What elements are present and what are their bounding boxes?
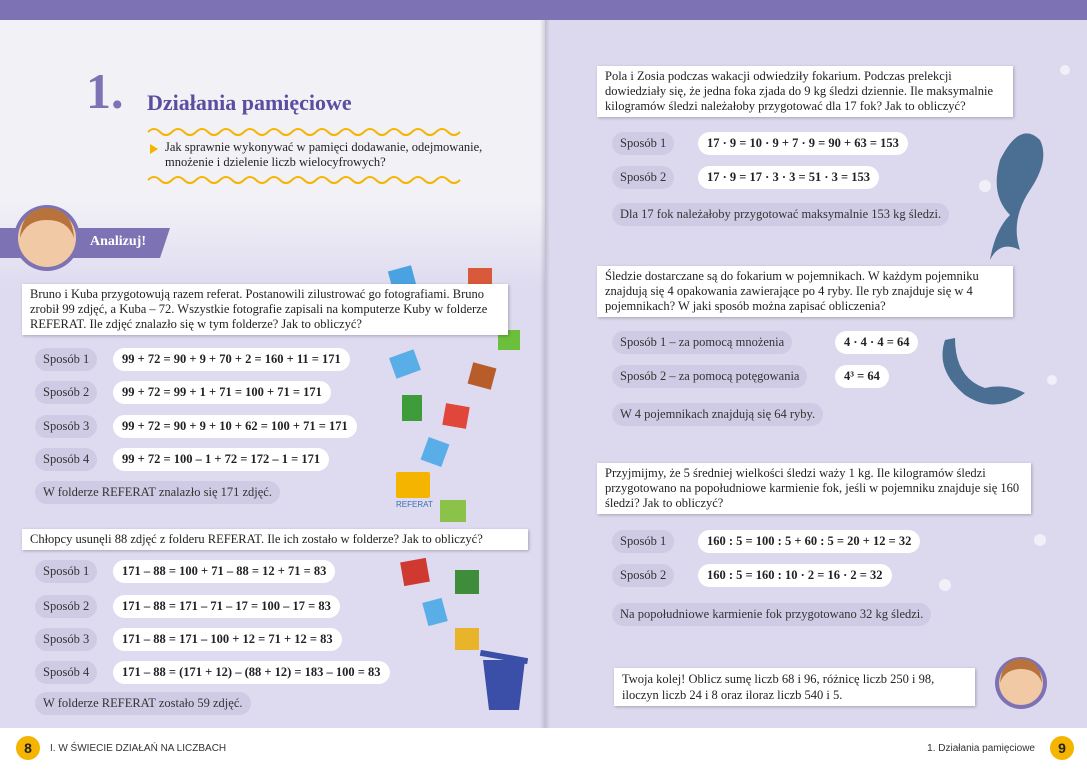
method-label: Sposób 1: [612, 132, 675, 155]
photo-icon: [389, 349, 421, 379]
seal: [942, 338, 1025, 405]
page-number: 8: [16, 736, 40, 760]
wave: [147, 128, 461, 136]
method-label: Sposób 1: [612, 530, 675, 553]
trash-icon: [483, 660, 525, 710]
task-question: Przyjmijmy, że 5 średniej wielkości śled…: [597, 463, 1031, 514]
method-label: Sposób 3: [35, 415, 98, 438]
chapter-title: Działania pamięciowe: [147, 90, 352, 115]
method-expression: 171 – 88 = 171 – 100 + 12 = 71 + 12 = 83: [113, 628, 342, 651]
photo-icon: [420, 436, 450, 468]
photo-icon: [402, 395, 422, 421]
photo-icon: [400, 557, 430, 587]
task-question: Chłopcy usunęli 88 zdjęć z folderu REFER…: [22, 529, 528, 550]
method-label: Sposób 2: [35, 595, 98, 618]
spine: [540, 20, 550, 778]
avatar: [18, 209, 76, 267]
method-expression: 171 – 88 = (171 + 12) – (88 + 12) = 183 …: [113, 661, 390, 684]
wave: [147, 176, 461, 184]
footer-text: 1. Działania pamięciowe: [927, 743, 1035, 754]
bubble: [1060, 65, 1070, 75]
footer-band: [0, 728, 1087, 778]
photo-icon: [422, 597, 448, 627]
task-question: Bruno i Kuba przygotowują razem referat.…: [22, 284, 508, 335]
method-expression: 160 : 5 = 160 : 10 · 2 = 16 · 2 = 32: [698, 564, 892, 587]
method-expression: 99 + 72 = 100 – 1 + 72 = 172 – 1 = 171: [113, 448, 330, 471]
analyze-label: Analizuj!: [90, 234, 146, 249]
task-answer: W folderze REFERAT znalazło się 171 zdję…: [35, 481, 280, 504]
bubble: [979, 180, 991, 192]
photo-icon: [455, 570, 479, 594]
method-expression: 4³ = 64: [835, 365, 889, 388]
folder-label: REFERAT: [396, 500, 433, 509]
method-label: Sposób 1 – za pomocą mnożenia: [612, 331, 793, 354]
folder-icon: [396, 472, 430, 498]
method-label: Sposób 3: [35, 628, 98, 651]
method-expression: 99 + 72 = 90 + 9 + 10 + 62 = 100 + 71 = …: [113, 415, 357, 438]
photo-icon: [442, 403, 470, 429]
photo-icon: [467, 362, 497, 390]
method-expression: 160 : 5 = 100 : 5 + 60 : 5 = 20 + 12 = 3…: [698, 530, 921, 553]
bubble: [1034, 534, 1046, 546]
task-answer: Dla 17 fok należałoby przygotować maksym…: [612, 203, 950, 226]
method-expression: 17 · 9 = 10 · 9 + 7 · 9 = 90 + 63 = 153: [698, 132, 908, 155]
method-label: Sposób 2: [35, 381, 98, 404]
hair: [1000, 659, 1042, 683]
method-expression: 17 · 9 = 17 · 3 · 3 = 51 · 3 = 153: [698, 166, 880, 189]
your-turn: Twoja kolej! Oblicz sumę liczb 68 i 96, …: [614, 668, 975, 706]
method-label: Sposób 1: [35, 560, 98, 583]
subtitle: Jak sprawnie wykonywać w pamięci dodawan…: [165, 140, 483, 169]
method-label: Sposób 2: [612, 564, 675, 587]
photo-icon: [468, 268, 492, 288]
chapter-number: 1.: [86, 63, 124, 119]
method-label: Sposób 2 – za pomocą potęgowania: [612, 365, 808, 388]
top-band: [0, 0, 1087, 20]
avatar: [999, 661, 1043, 705]
task-answer: Na popołudniowe karmienie fok przygotowa…: [612, 603, 932, 626]
footer-text: I. W ŚWIECIE DZIAŁAŃ NA LICZBACH: [50, 743, 227, 754]
method-label: Sposób 4: [35, 661, 98, 684]
bubble: [939, 579, 951, 591]
photo-icon: [440, 500, 466, 522]
method-label: Sposób 1: [35, 348, 98, 371]
seal: [990, 133, 1044, 260]
task-question: Pola i Zosia podczas wakacji odwiedziły …: [597, 66, 1013, 117]
method-expression: 171 – 88 = 171 – 71 – 17 = 100 – 17 = 83: [113, 595, 340, 618]
bullet: [150, 144, 158, 154]
photo-icon: [498, 330, 520, 350]
method-label: Sposób 4: [35, 448, 98, 471]
method-label: Sposób 2: [612, 166, 675, 189]
page-number: 9: [1050, 736, 1074, 760]
task-answer: W 4 pojemnikach znajdują się 64 ryby.: [612, 403, 824, 426]
task-answer: W folderze REFERAT zostało 59 zdjęć.: [35, 692, 251, 715]
method-expression: 99 + 72 = 99 + 1 + 71 = 100 + 71 = 171: [113, 381, 331, 404]
method-expression: 171 – 88 = 100 + 71 – 88 = 12 + 71 = 83: [113, 560, 336, 583]
hair: [20, 208, 74, 238]
bubble: [1047, 375, 1057, 385]
task-question: Śledzie dostarczane są do fokarium w poj…: [597, 266, 1013, 317]
photo-icon: [455, 628, 479, 650]
method-expression: 99 + 72 = 90 + 9 + 70 + 2 = 160 + 11 = 1…: [113, 348, 350, 371]
method-expression: 4 · 4 · 4 = 64: [835, 331, 919, 354]
trash-lid: [479, 649, 529, 665]
